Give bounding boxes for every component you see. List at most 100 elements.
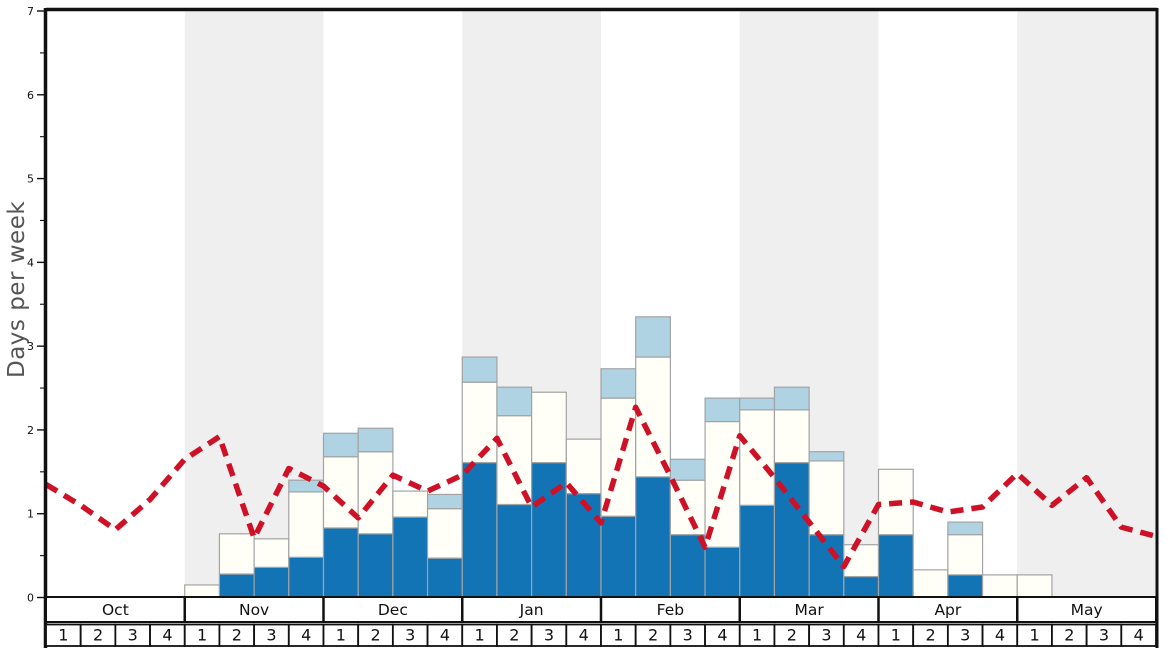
month-background-band [1017,11,1156,598]
bar-segment-dark-blue [288,556,325,599]
bar-segment-white [322,456,359,529]
bar-segment-dark-blue [461,462,498,599]
bar-segment-dark-blue [600,515,637,599]
bar-segment-dark-blue [218,573,255,599]
week-number-label: 2 [232,626,242,645]
week-number-label: 1 [752,626,762,645]
week-number-label: 3 [683,626,693,645]
month-label: Apr [934,601,961,619]
bar-segment-light-blue [704,397,741,423]
week-number-label: 1 [1030,626,1040,645]
y-tick-label: 1 [27,508,34,521]
bar-segment-dark-blue [808,534,845,599]
bar-segment-dark-blue [739,504,776,599]
bar-segment-white [253,538,290,568]
month-label: Oct [102,601,129,619]
week-number-label: 1 [336,626,346,645]
bar-segment-light-blue [426,493,463,510]
bar-segment-dark-blue [322,527,359,599]
month-label: Dec [378,601,408,619]
bar-segment-white [218,533,255,575]
bar-segment-white [947,534,984,576]
week-number-label: 3 [266,626,276,645]
bar-segment-dark-blue [392,516,429,599]
week-number-label: 3 [544,626,554,645]
week-number-label: 4 [440,626,450,645]
bar-segment-dark-blue [877,534,914,599]
bar-segment-white [912,569,949,599]
y-tick-label: 5 [27,173,34,186]
bar-segment-dark-blue [565,493,602,599]
bar-segment-light-blue [635,316,671,358]
week-number-label: 1 [58,626,68,645]
y-tick-label: 2 [27,424,34,437]
bar-segment-light-blue [322,432,359,458]
bar-segment-dark-blue [357,533,394,599]
red-dashed-line [44,404,1157,570]
bar-segment-dark-blue [947,574,984,599]
month-label: Jan [519,601,544,619]
week-number-label: 2 [509,626,519,645]
week-number-label: 4 [579,626,589,645]
bar-segment-light-blue [773,386,810,411]
bar-segment-light-blue [600,368,637,399]
month-label: Feb [657,601,684,619]
bar-segment-light-blue [739,397,776,411]
week-number-label: 4 [856,626,866,645]
week-number-label: 4 [301,626,311,645]
week-cell [1120,623,1157,647]
bar-segment-white [981,574,1018,599]
week-number-label: 1 [197,626,207,645]
week-number-label: 3 [1099,626,1109,645]
week-number-label: 1 [891,626,901,645]
week-number-label: 2 [93,626,103,645]
y-tick-label: 7 [27,5,34,18]
week-number-label: 3 [128,626,138,645]
week-number-label: 1 [475,626,485,645]
week-number-label: 2 [1064,626,1074,645]
bar-segment-light-blue [947,521,984,536]
bar-segment-white [184,584,221,599]
y-tick-label: 4 [27,256,34,269]
bar-segment-light-blue [808,451,845,462]
week-number-label: 2 [648,626,658,645]
bar-segment-white [531,391,567,464]
bar-segment-white [426,508,463,559]
week-number-label: 2 [370,626,380,645]
bar-segment-white [739,409,776,506]
bar-segment-light-blue [357,427,394,453]
bar-segment-dark-blue [635,476,671,599]
week-number-label: 4 [717,626,727,645]
y-tick-label: 6 [27,89,34,102]
bar-segment-light-blue [461,356,498,383]
bar-segment-dark-blue [496,503,533,599]
y-tick-label: 0 [27,592,34,605]
bar-segment-white [461,381,498,464]
bar-segment-dark-blue [253,566,290,599]
y-tick-label: 3 [27,340,34,353]
bar-segment-white [635,356,671,478]
bar-segment-white [1016,574,1053,599]
bar-segment-dark-blue [531,462,567,599]
week-number-label: 2 [925,626,935,645]
month-label: Nov [239,601,269,619]
week-number-label: 3 [821,626,831,645]
bar-segment-light-blue [669,458,706,481]
bar-segment-white [392,490,429,518]
week-number-label: 2 [787,626,797,645]
bar-segment-white [288,491,325,558]
bar-segment-white [808,460,845,536]
week-number-label: 3 [405,626,415,645]
week-number-label: 3 [960,626,970,645]
week-number-label: 4 [1134,626,1144,645]
week-number-label: 4 [162,626,172,645]
bar-segment-dark-blue [843,575,880,599]
bar-segment-dark-blue [704,546,741,599]
month-label: Mar [795,601,825,619]
month-label: May [1071,601,1103,619]
bar-segment-dark-blue [426,557,463,599]
week-number-label: 1 [613,626,623,645]
week-number-label: 4 [995,626,1005,645]
